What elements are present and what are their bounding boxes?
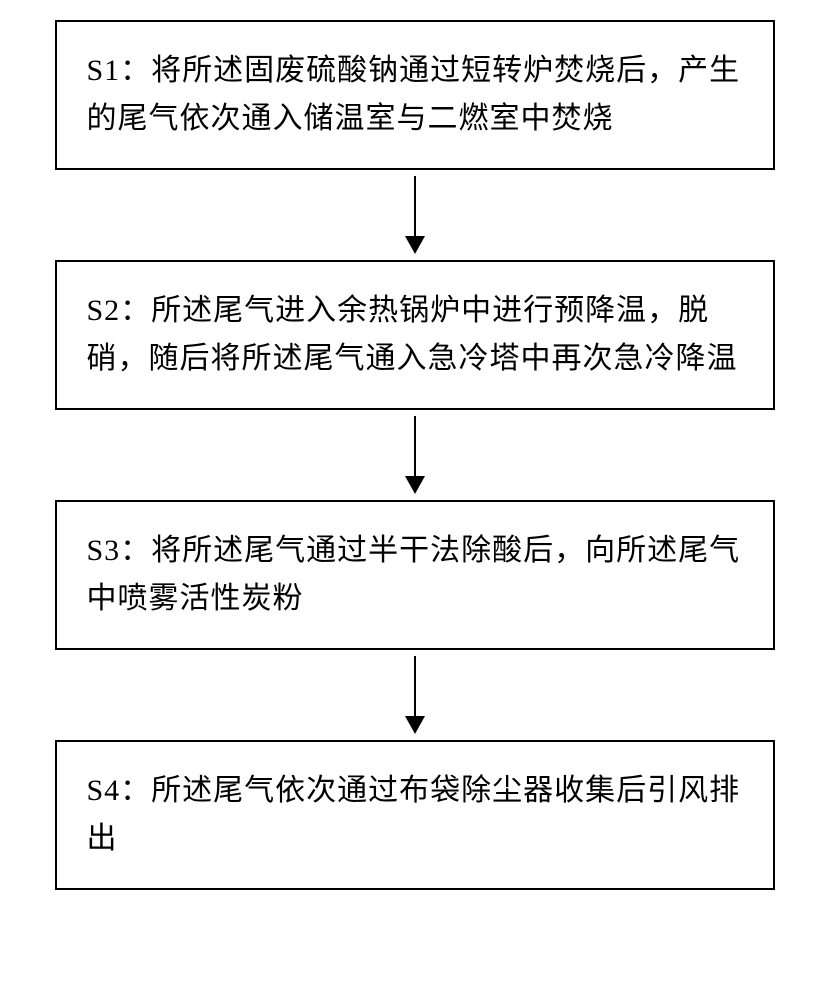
arrow-line-icon [414, 176, 416, 236]
step-box-s3: S3：将所述尾气通过半干法除酸后，向所述尾气中喷雾活性炭粉 [55, 500, 775, 650]
step-box-s4: S4：所述尾气依次通过布袋除尘器收集后引风排出 [55, 740, 775, 890]
step-box-s2: S2：所述尾气进入余热锅炉中进行预降温，脱硝，随后将所述尾气通入急冷塔中再次急冷… [55, 260, 775, 410]
arrow-line-icon [414, 416, 416, 476]
step-text-s4: S4：所述尾气依次通过布袋除尘器收集后引风排出 [87, 767, 743, 863]
arrow-s2-s3 [405, 410, 425, 500]
arrow-head-icon [405, 476, 425, 494]
flowchart-container: S1：将所述固废硫酸钠通过短转炉焚烧后，产生的尾气依次通入储温室与二燃室中焚烧 … [50, 20, 779, 890]
arrow-s3-s4 [405, 650, 425, 740]
arrow-line-icon [414, 656, 416, 716]
step-text-s2: S2：所述尾气进入余热锅炉中进行预降温，脱硝，随后将所述尾气通入急冷塔中再次急冷… [87, 287, 743, 383]
arrow-head-icon [405, 716, 425, 734]
step-box-s1: S1：将所述固废硫酸钠通过短转炉焚烧后，产生的尾气依次通入储温室与二燃室中焚烧 [55, 20, 775, 170]
step-text-s3: S3：将所述尾气通过半干法除酸后，向所述尾气中喷雾活性炭粉 [87, 527, 743, 623]
step-text-s1: S1：将所述固废硫酸钠通过短转炉焚烧后，产生的尾气依次通入储温室与二燃室中焚烧 [87, 47, 743, 143]
arrow-s1-s2 [405, 170, 425, 260]
arrow-head-icon [405, 236, 425, 254]
